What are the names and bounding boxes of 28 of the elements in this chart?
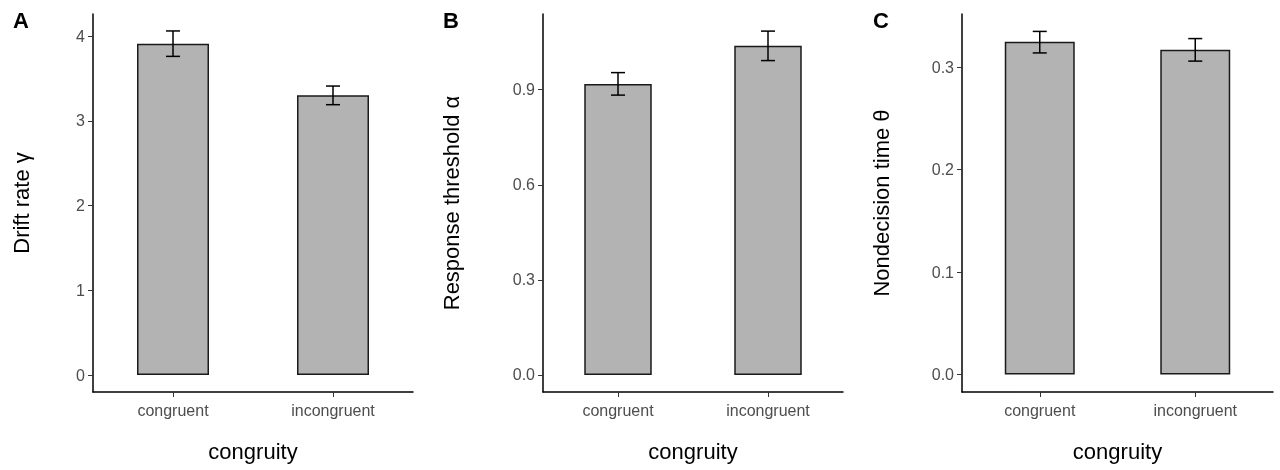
y-tick-label: 0.3: [931, 58, 955, 76]
y-tick-label: 0.3: [512, 271, 536, 289]
x-tick-label: incongruent: [291, 401, 376, 419]
y-tick-label: 0.0: [931, 366, 955, 384]
x-axis-title: congruity: [1072, 438, 1163, 464]
chart-title: A: [13, 7, 29, 33]
y-tick-label: 3: [76, 112, 86, 130]
y-tick-label: 0.0: [512, 366, 536, 384]
x-tick-label: congruent: [1004, 401, 1076, 419]
y-tick-label: 1: [76, 281, 86, 299]
x-axis-title: congruity: [648, 438, 738, 464]
y-tick-label: 0: [76, 366, 86, 384]
y-axis-title: Drift rate γ: [8, 152, 34, 254]
chart-title: C: [873, 7, 889, 33]
y-tick-label: 0.1: [931, 263, 955, 281]
x-tick-label: congruent: [137, 401, 210, 419]
y-tick-label: 4: [76, 27, 86, 45]
x-tick-label: incongruent: [726, 401, 811, 419]
y-tick-label: 2: [76, 197, 86, 215]
y-axis-title: Response threshold α: [438, 95, 464, 311]
chart-title: B: [443, 7, 459, 33]
x-tick-label: incongruent: [1153, 401, 1238, 419]
y-tick-label: 0.2: [931, 161, 955, 179]
y-tick-label: 0.6: [512, 176, 536, 194]
y-tick-label: 0.9: [512, 81, 536, 99]
x-axis-title: congruity: [208, 438, 298, 464]
y-axis-title: Nondecision time θ: [868, 109, 894, 297]
x-tick-label: congruent: [582, 401, 655, 419]
